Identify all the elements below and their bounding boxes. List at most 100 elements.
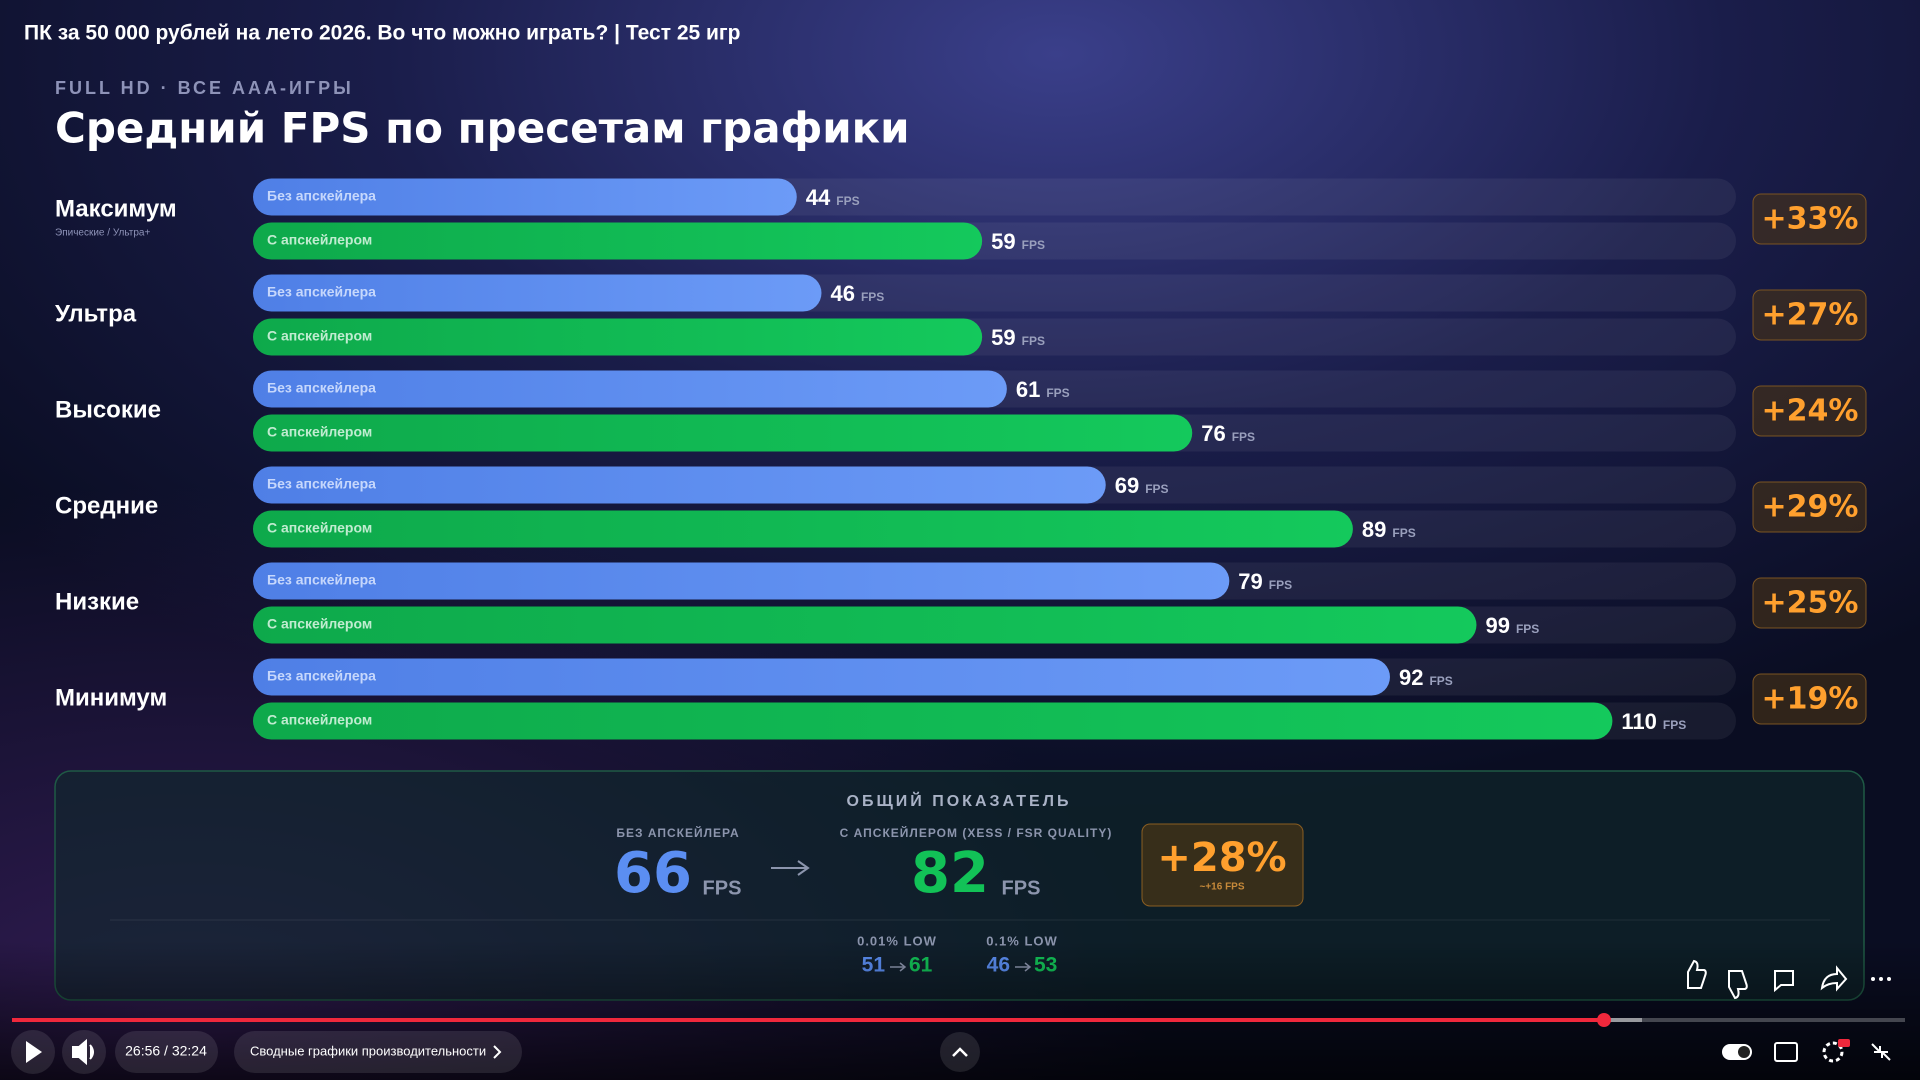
bar [253, 466, 1106, 504]
more-button[interactable] [1871, 977, 1891, 981]
value-label: 59 [991, 229, 1015, 254]
value-unit: FPS [1269, 578, 1292, 592]
gain-label: +19% [1762, 682, 1859, 717]
subtitles-button[interactable] [1774, 1042, 1798, 1062]
category-label: Ультра [55, 300, 137, 327]
legend-entry: Без апскейлера [267, 284, 376, 300]
legend-entry: Без апскейлера [267, 380, 376, 396]
value-label: 59 [991, 325, 1015, 350]
category-label: Максимум [55, 195, 177, 222]
value-unit: FPS [836, 194, 859, 208]
gain-label: +24% [1762, 394, 1859, 429]
legend-entry: Без апскейлера [267, 572, 376, 588]
bar [253, 222, 983, 260]
play-icon [26, 1041, 42, 1063]
summary-gain-box [1141, 823, 1304, 907]
legend-entry: С апскейлером [267, 232, 372, 248]
value-unit: FPS [1516, 622, 1539, 636]
value-unit: FPS [1022, 238, 1045, 252]
summary-after-unit: FPS [1002, 877, 1041, 899]
value-unit: FPS [1429, 674, 1452, 688]
summary-after-value: 82 [911, 841, 989, 906]
legend-entry: С апскейлером [267, 328, 372, 344]
legend-entry: Без апскейлера [267, 668, 376, 684]
chapter-title[interactable]: Сводные графики производительности [250, 1043, 486, 1058]
category-label: Средние [55, 492, 158, 519]
value-label: 92 [1399, 665, 1423, 690]
value-unit: FPS [1392, 526, 1415, 540]
gain-label: +25% [1762, 586, 1859, 621]
legend-entry: С апскейлером [267, 520, 372, 536]
video-title: ПК за 50 000 рублей на лето 2026. Во что… [24, 22, 741, 45]
gain-badge [1752, 673, 1867, 725]
gain-badge [1752, 289, 1867, 341]
category-label: Низкие [55, 588, 139, 615]
chapter-pill[interactable] [234, 1031, 522, 1073]
legend-entry: Без апскейлера [267, 476, 376, 492]
player-shade [0, 940, 1920, 1080]
summary-arrow [771, 860, 810, 876]
gain-badge [1752, 481, 1867, 533]
comments-button[interactable] [1774, 970, 1794, 993]
volume-icon [72, 1038, 94, 1066]
category-note: Эпические / Ультра+ [55, 228, 150, 239]
value-label: 69 [1115, 473, 1139, 498]
value-label: 44 [806, 185, 831, 210]
value-label: 110 [1621, 709, 1657, 734]
bar [253, 606, 1477, 644]
bar [253, 658, 1390, 696]
value-label: 89 [1362, 517, 1386, 542]
legend-entry: С апскейлером [267, 616, 372, 632]
gain-label: +27% [1762, 298, 1859, 333]
progress-played [12, 1018, 1604, 1022]
summary-before-unit: FPS [703, 877, 742, 899]
share-button[interactable] [1820, 965, 1848, 992]
time-display: 26:56 / 32:24 [125, 1043, 207, 1059]
gain-label: +29% [1762, 490, 1859, 525]
time-pill [115, 1031, 218, 1073]
bar [253, 178, 797, 216]
summary-title: ОБЩИЙ ПОКАЗАТЕЛЬ [847, 791, 1072, 810]
bar [253, 562, 1230, 600]
value-label: 79 [1238, 569, 1262, 594]
gain-badge [1752, 193, 1867, 245]
value-label: 99 [1485, 613, 1509, 638]
summary-before-value: 66 [614, 841, 692, 906]
chart-subtitle: FULL HD · ВСЕ AAA-ИГРЫ [55, 78, 354, 98]
value-unit: FPS [1232, 430, 1255, 444]
progress-handle[interactable] [1597, 1013, 1611, 1027]
legend-entry: С апскейлером [267, 712, 372, 728]
summary-before-label: БЕЗ АПСКЕЙЛЕРА [616, 825, 739, 840]
bar [253, 414, 1193, 452]
gain-badge [1752, 577, 1867, 629]
gain-label: +33% [1762, 202, 1859, 237]
gain-badge [1752, 385, 1867, 437]
chart-title: Средний FPS по пресетам графики [55, 104, 910, 153]
value-label: 46 [830, 281, 854, 306]
summary-after-label: С АПСКЕЙЛЕРОМ (XESS / FSR QUALITY) [840, 825, 1113, 840]
category-label: Минимум [55, 684, 167, 711]
value-unit: FPS [861, 290, 884, 304]
expand-icon [952, 1047, 968, 1057]
category-label: Высокие [55, 396, 161, 423]
action-icons [1687, 959, 1848, 1000]
value-unit: FPS [1145, 482, 1168, 496]
bar [253, 702, 1613, 740]
summary-gain-note: ~+16 FPS [1199, 882, 1244, 893]
value-label: 76 [1201, 421, 1225, 446]
value-unit: FPS [1022, 334, 1045, 348]
legend-entry: Без апскейлера [267, 188, 376, 204]
settings-button[interactable] [1822, 1041, 1844, 1063]
value-label: 61 [1016, 377, 1040, 402]
fullscreen-exit-button[interactable] [1871, 1043, 1891, 1061]
dislike-button[interactable] [1728, 970, 1748, 1000]
like-button[interactable] [1687, 959, 1707, 989]
expand-button[interactable] [940, 1032, 980, 1072]
bar [253, 274, 822, 312]
legend-entry: С апскейлером [267, 424, 372, 440]
autoplay-knob [1738, 1046, 1750, 1058]
chapter-chevron [493, 1045, 502, 1059]
summary-gain: +28% [1157, 835, 1286, 881]
